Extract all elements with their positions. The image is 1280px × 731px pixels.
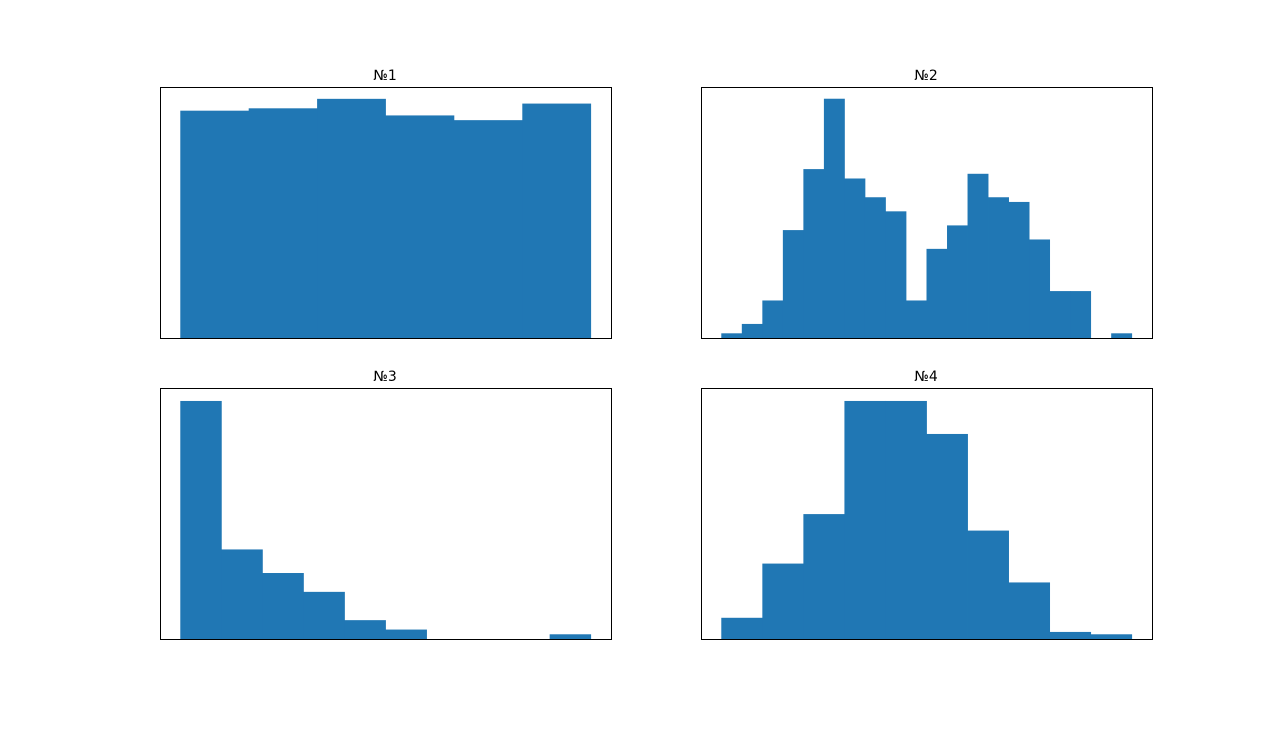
histogram-bar xyxy=(303,591,345,639)
histogram-bar xyxy=(885,400,927,639)
histogram-bar xyxy=(1049,631,1092,639)
histogram-bar xyxy=(317,98,386,338)
panel-1-frame xyxy=(160,87,612,339)
histogram-bar xyxy=(926,433,968,639)
panel-1-title: №1 xyxy=(373,68,396,84)
panel-3-frame xyxy=(160,388,612,640)
histogram-bar xyxy=(967,530,1009,639)
panel-4-frame xyxy=(701,388,1153,640)
histogram-panel-2: №2 xyxy=(701,68,1153,339)
histogram-bar xyxy=(385,629,427,639)
histogram-bar xyxy=(1008,201,1030,338)
histogram-bar xyxy=(180,400,222,639)
panel-4-bars xyxy=(721,400,1133,639)
panel-4-title: №4 xyxy=(914,369,938,385)
histogram-bar xyxy=(762,563,804,639)
panel-2-frame xyxy=(701,87,1153,339)
histogram-bar xyxy=(782,230,804,338)
histogram-bar xyxy=(803,514,845,639)
histogram-bar xyxy=(1049,291,1071,338)
histogram-panel-1: №1 xyxy=(160,68,612,339)
histogram-bar xyxy=(1070,291,1092,338)
histogram-bar xyxy=(926,248,948,338)
histogram-bar xyxy=(1111,333,1133,338)
histogram-bar xyxy=(248,108,318,338)
histogram-bar xyxy=(762,300,784,338)
histogram-bar xyxy=(1008,582,1051,639)
histogram-panel-3: №3 xyxy=(160,369,612,640)
histogram-bar xyxy=(344,620,386,639)
histogram-panel-4: №4 xyxy=(701,369,1153,640)
histogram-bar xyxy=(844,400,886,639)
histogram-bar xyxy=(803,169,825,338)
histogram-bar xyxy=(905,300,927,338)
histogram-bar xyxy=(721,617,763,639)
histogram-bar xyxy=(549,634,592,639)
histogram-bar xyxy=(988,197,1009,338)
panel-1-bars xyxy=(180,98,592,339)
histogram-bar xyxy=(262,573,304,639)
panel-2-bars xyxy=(721,98,1133,338)
histogram-bar xyxy=(721,333,743,338)
histogram-bar xyxy=(967,173,989,338)
panel-2-title: №2 xyxy=(914,68,937,84)
histogram-bar xyxy=(864,197,886,338)
histogram-bar xyxy=(385,115,455,338)
histogram-bar xyxy=(823,98,845,338)
histogram-bar xyxy=(453,120,523,339)
histogram-bar xyxy=(741,323,763,338)
histogram-bar xyxy=(221,549,263,639)
panel-3-title: №3 xyxy=(373,369,396,385)
histogram-bar xyxy=(947,225,968,338)
histogram-bar xyxy=(844,178,866,338)
histogram-bar xyxy=(885,211,907,338)
histogram-bar xyxy=(1029,239,1051,338)
histogram-bar xyxy=(180,110,250,339)
histogram-bar xyxy=(1090,634,1133,639)
histogram-bar xyxy=(522,103,592,338)
panel-3-bars xyxy=(180,400,592,639)
